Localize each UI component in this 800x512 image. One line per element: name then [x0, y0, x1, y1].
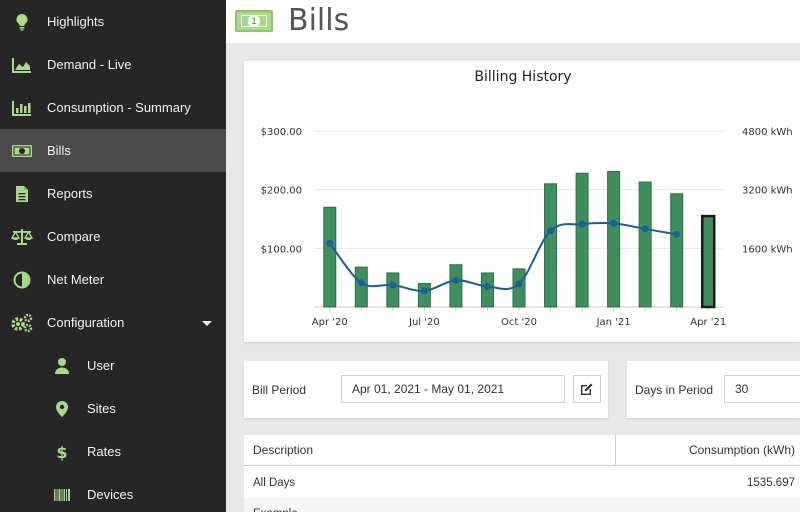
consumption-point[interactable] [578, 220, 586, 228]
consumption-point[interactable] [610, 219, 618, 227]
sidebar-item-label: Demand - Live [47, 57, 132, 72]
consumption-line [328, 221, 677, 292]
sidebar-item-label: Devices [87, 487, 134, 502]
y-left-tick-label: $300.00 [261, 127, 302, 138]
consumption-point[interactable] [452, 276, 460, 284]
chart-bar[interactable] [480, 272, 494, 308]
sidebar-item-label: Reports [47, 186, 93, 201]
billing-history-chart: Billing History $100.00 $200.00 $300.00 160… [244, 61, 800, 342]
sidebar-item-bills[interactable]: Bills [0, 129, 226, 172]
days-in-period-card: Days in Period [627, 361, 800, 418]
sidebar-item-label: Configuration [47, 315, 125, 330]
chart-bar[interactable] [607, 170, 621, 308]
bill-period-input[interactable] [341, 375, 565, 403]
sidebar-item-label: Consumption - Summary [47, 100, 191, 115]
table-row: All Days 1535.697 [244, 467, 800, 498]
row-description: Example [253, 498, 298, 512]
sidebar-item-label: Sites [87, 401, 116, 416]
sidebar-item-demand-live[interactable]: Demand - Live [0, 43, 226, 86]
sidebar-item-rates[interactable]: $ Rates [0, 430, 226, 473]
sidebar-item-label: Rates [87, 444, 121, 459]
lightbulb-icon [10, 12, 34, 32]
sidebar-item-label: Bills [47, 143, 71, 158]
sidebar-item-label: Net Meter [47, 272, 105, 287]
map-marker-icon [50, 399, 74, 419]
consumption-point[interactable] [641, 225, 649, 233]
sidebar-item-configuration[interactable]: Configuration [0, 301, 226, 344]
sidebar-item-highlights[interactable]: Highlights [0, 0, 226, 43]
y-left-tick-label: $100.00 [261, 244, 302, 255]
page-header: 1 Bills [226, 0, 800, 43]
row-description: All Days [253, 476, 296, 489]
area-chart-icon [10, 55, 34, 75]
column-header-consumption[interactable]: Consumption (kWh) [616, 435, 800, 466]
sidebar-item-label: User [87, 358, 115, 373]
consumption-point[interactable] [389, 281, 397, 289]
bar-chart-icon [10, 98, 34, 118]
sidebar-item-devices[interactable]: Devices [0, 473, 226, 512]
chart-bar[interactable] [544, 183, 558, 308]
consumption-point[interactable] [483, 282, 491, 290]
chart-bar[interactable] [417, 283, 431, 308]
consumption-point[interactable] [357, 279, 365, 287]
sidebar-item-label: Compare [47, 229, 101, 244]
consumption-point[interactable] [326, 239, 334, 247]
cogs-icon [10, 313, 34, 333]
sidebar-item-consumption-summary[interactable]: Consumption - Summary [0, 86, 226, 129]
edit-icon [581, 383, 593, 395]
chart-title: Billing History [474, 69, 571, 85]
money-bill-icon: 1 [235, 10, 273, 32]
barcode-icon [50, 485, 74, 505]
chart-bar[interactable] [449, 264, 463, 308]
y-left-tick-label: $200.00 [261, 186, 302, 197]
x-tick-label: Oct '20 [501, 317, 537, 328]
user-icon [50, 356, 74, 376]
sidebar: Highlights Demand - Live Consumption - S… [0, 0, 226, 512]
y-right-tick-label: 1600 kWh [742, 244, 793, 255]
chart-bar[interactable] [323, 206, 337, 308]
y-right-tick-label: 4800 kWh [742, 127, 793, 138]
svg-text:$: $ [56, 443, 67, 461]
chart-bar[interactable] [670, 193, 684, 308]
money-bill-icon [10, 141, 34, 161]
bill-details-table: Description Consumption (kWh) All Days 1… [244, 435, 800, 512]
x-tick-label: Jul '20 [408, 317, 440, 328]
edit-bill-period-button[interactable] [573, 375, 601, 403]
days-in-period-label: Days in Period [635, 383, 714, 397]
chart-bar[interactable] [386, 272, 400, 308]
x-tick-label: Apr '20 [312, 317, 348, 328]
table-row: Example [244, 498, 800, 512]
adjust-icon [10, 270, 34, 290]
row-consumption: 1535.697 [747, 476, 795, 489]
consumption-point[interactable] [515, 280, 523, 288]
chart-bar[interactable] [700, 214, 716, 309]
y-right-tick-label: 3200 kWh [742, 186, 793, 197]
chart-bar[interactable] [354, 266, 368, 308]
chart-bar[interactable] [575, 172, 589, 308]
sidebar-item-compare[interactable]: Compare [0, 215, 226, 258]
sidebar-item-net-meter[interactable]: Net Meter [0, 258, 226, 301]
sidebar-item-user[interactable]: User [0, 344, 226, 387]
page-title: Bills [288, 3, 350, 38]
chart-bar[interactable] [638, 181, 652, 308]
balance-scale-icon [10, 227, 34, 247]
sidebar-item-sites[interactable]: Sites [0, 387, 226, 430]
column-header-description[interactable]: Description [244, 435, 616, 466]
consumption-point[interactable] [673, 230, 681, 238]
dollar-icon: $ [50, 442, 74, 462]
consumption-point[interactable] [547, 227, 555, 235]
sidebar-item-reports[interactable]: Reports [0, 172, 226, 215]
days-in-period-input[interactable] [724, 375, 800, 403]
file-icon [10, 184, 34, 204]
bill-period-card: Bill Period [244, 361, 608, 418]
sidebar-item-label: Highlights [47, 14, 105, 29]
x-tick-label: Apr '21 [690, 317, 726, 328]
chevron-down-icon [202, 320, 212, 326]
chart-canvas: Billing History $100.00 $200.00 $300.00 160… [261, 69, 793, 328]
bill-period-label: Bill Period [252, 383, 307, 397]
x-tick-label: Jan '21 [596, 317, 631, 328]
consumption-point[interactable] [420, 287, 428, 295]
